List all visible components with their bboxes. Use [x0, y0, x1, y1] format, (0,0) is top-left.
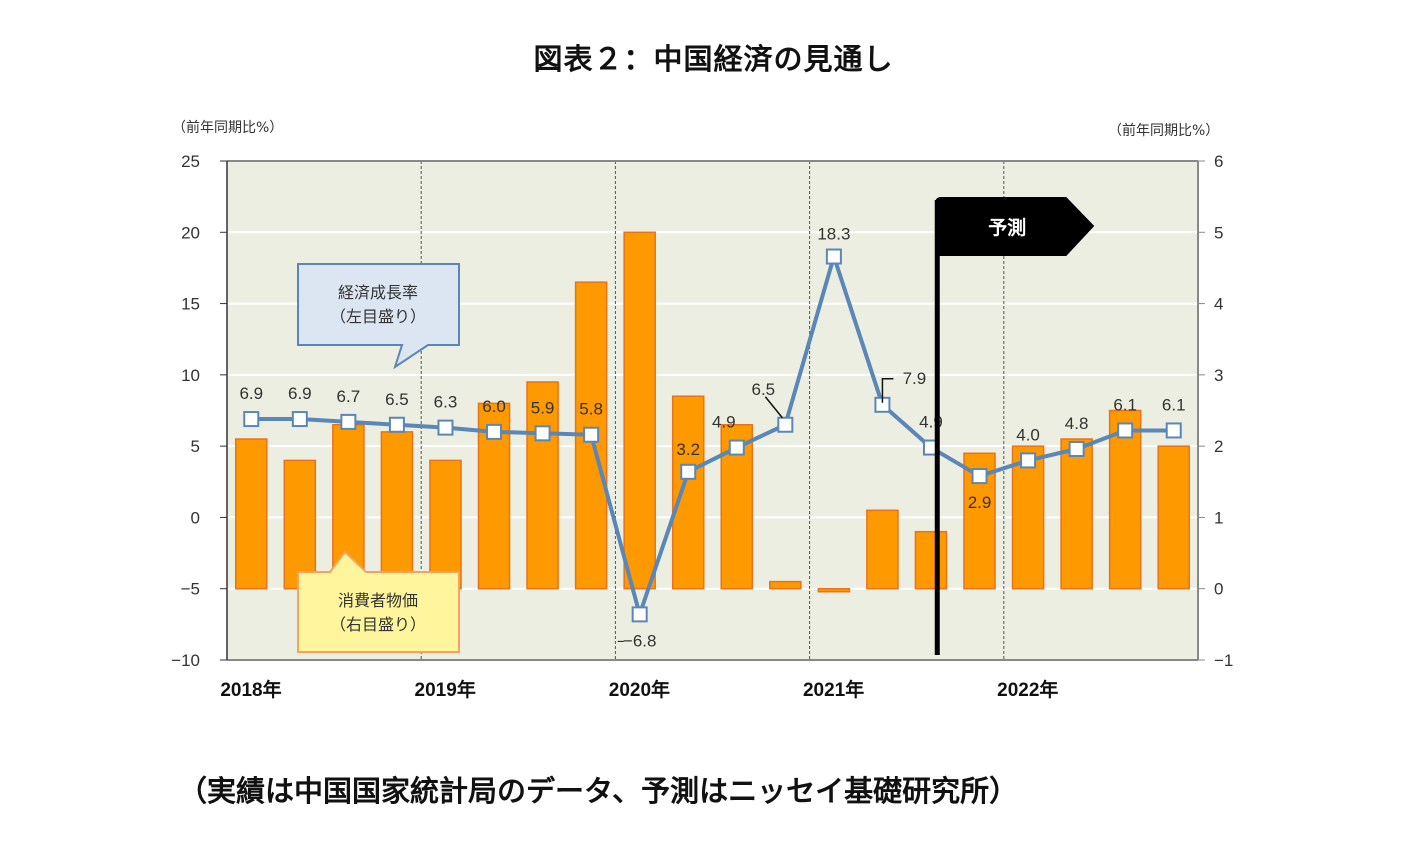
- gdp-marker: [534, 425, 551, 442]
- gdp-marker: [1117, 422, 1134, 439]
- gdp-data-label: 4.0: [1016, 425, 1040, 444]
- cpi-bar: [866, 509, 899, 590]
- gdp-data-label: 5.8: [579, 400, 603, 419]
- gdp-data-label: 18.3: [817, 225, 850, 244]
- cpi-bar: [429, 459, 462, 590]
- x-tick-label: 2020年: [609, 678, 670, 701]
- gdp-data-label: 6.5: [385, 390, 409, 409]
- gdp-marker: [1165, 422, 1182, 439]
- gdp-data-label: 6.9: [239, 384, 263, 403]
- right-tick-label: 2: [1214, 437, 1223, 456]
- gdp-marker: [777, 416, 794, 433]
- x-tick-label: 2018年: [220, 678, 281, 701]
- cpi-bar: [380, 431, 414, 590]
- right-axis-unit-label: （前年同期比%）: [1108, 122, 1219, 139]
- right-tick-label: 5: [1214, 223, 1223, 242]
- left-tick-label: −5: [181, 580, 200, 599]
- gdp-data-labels: 6.9 6.9 6.7 6.5 6.3 6.0 5.9 5.8 −6.8 3.2 4.9 6.5 18.…: [239, 225, 1185, 651]
- gdp-marker: [388, 416, 405, 433]
- gdp-marker: [825, 248, 842, 265]
- right-tick-label: 3: [1214, 366, 1223, 385]
- cpi-callout-label: （右目盛り）: [330, 615, 426, 634]
- gdp-data-label: −6.8: [623, 631, 657, 650]
- cpi-bar: [769, 580, 802, 590]
- right-tick-label: 1: [1214, 508, 1223, 527]
- cpi-bar: [623, 231, 656, 590]
- gdp-callout-label: （左目盛り）: [330, 307, 426, 326]
- gdp-marker: [486, 423, 503, 440]
- left-tick-label: −10: [171, 651, 200, 670]
- left-tick-label: 0: [191, 508, 200, 527]
- left-tick-label: 10: [181, 366, 200, 385]
- gdp-data-label: 7.9: [903, 369, 927, 388]
- left-axis-unit-label: （前年同期比%）: [172, 119, 283, 136]
- gdp-callout-label: 経済成長率: [338, 283, 418, 302]
- cpi-bar: [283, 459, 317, 590]
- left-tick-label: 25: [181, 152, 200, 171]
- label-leader-line: [881, 378, 894, 403]
- gdp-data-label: 6.0: [482, 397, 506, 416]
- gdp-data-label: 6.5: [752, 380, 776, 399]
- cpi-bar: [234, 438, 268, 590]
- gdp-data-label: 2.9: [968, 493, 992, 512]
- gdp-marker: [680, 463, 697, 480]
- gdp-data-label: 3.2: [676, 440, 700, 459]
- cpi-bar: [1157, 445, 1191, 590]
- cpi-bar: [1060, 438, 1093, 590]
- gdp-marker: [340, 413, 357, 430]
- cpi-bar: [817, 587, 851, 593]
- cpi-bar: [1011, 445, 1045, 590]
- gdp-data-label: 6.3: [434, 393, 458, 412]
- left-tick-label: 20: [181, 223, 200, 242]
- gdp-marker: [1020, 452, 1037, 469]
- x-tick-label: 2021年: [803, 678, 864, 701]
- gdp-marker: [728, 439, 745, 456]
- footnote: （実績は中国国家統計局のデータ、予測はニッセイ基礎研究所）: [178, 774, 1019, 808]
- left-tick-label: 15: [181, 295, 200, 314]
- axes: [226, 160, 1199, 661]
- cpi-bar: [914, 530, 948, 590]
- gdp-data-label: 5.9: [531, 398, 555, 417]
- cpi-callout: [297, 550, 460, 653]
- label-leader-line: [764, 396, 783, 419]
- flag-banner: [935, 197, 1095, 256]
- gdp-marker: [437, 419, 454, 436]
- gdp-data-label: 6.1: [1162, 395, 1186, 414]
- right-tick-label: 0: [1214, 580, 1223, 599]
- cpi-bar: [1108, 409, 1142, 590]
- cpi-callout-label: 消費者物価: [338, 591, 418, 610]
- x-tick-label: 2019年: [415, 678, 476, 701]
- gdp-marker: [243, 411, 260, 428]
- cpi-bar: [671, 395, 705, 590]
- left-tick-label: 5: [191, 437, 200, 456]
- gdp-marker: [1068, 440, 1085, 457]
- cpi-bar: [526, 381, 559, 590]
- gdp-line-layer: [243, 248, 1182, 623]
- gdp-data-label: 4.9: [712, 413, 736, 432]
- gdp-line: [251, 254, 1174, 617]
- gdp-data-label: 6.1: [1113, 395, 1137, 414]
- flag-label: 予測: [988, 216, 1026, 239]
- gdp-marker: [291, 411, 308, 428]
- gdp-data-label: 4.8: [1065, 414, 1089, 433]
- right-tick-label: 6: [1214, 152, 1223, 171]
- gdp-data-label: 6.7: [337, 387, 361, 406]
- chart-title: 図表２：中国経済の見通し: [533, 42, 894, 76]
- gdp-marker: [631, 606, 648, 623]
- gdp-data-label: 6.9: [288, 384, 312, 403]
- x-tick-label: 2022年: [997, 678, 1058, 701]
- callouts: 経済成長率 （左目盛り） 消費者物価 （右目盛り）: [297, 263, 460, 653]
- gdp-marker: [971, 468, 988, 485]
- right-tick-label: 4: [1214, 295, 1223, 314]
- gdp-callout: [297, 263, 460, 370]
- gdp-marker: [583, 426, 600, 443]
- right-tick-label: −1: [1214, 651, 1233, 670]
- forecast-flag: 予測: [934, 197, 1095, 655]
